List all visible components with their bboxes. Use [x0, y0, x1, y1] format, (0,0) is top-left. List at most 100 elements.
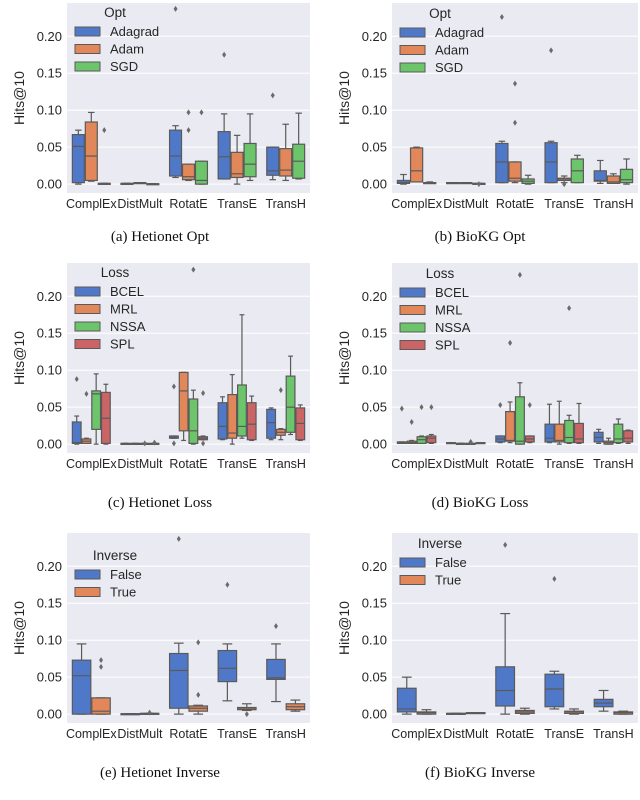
- box-sgd-distmult: [146, 183, 160, 186]
- box-bcel-transh: [593, 428, 604, 444]
- legend-title: Inverse: [418, 536, 462, 551]
- y-tick-label: 0.00: [37, 437, 62, 452]
- box: [194, 160, 209, 185]
- outlier-point: [527, 401, 532, 408]
- legend-swatch: [399, 557, 426, 568]
- outlier-point: [201, 440, 206, 447]
- box-sgd-transe: [570, 154, 584, 184]
- box: [227, 393, 238, 439]
- y-tick-label: 0.20: [362, 559, 387, 574]
- x-tick-label: RotatE: [496, 197, 534, 211]
- y-tick-label: 0.10: [362, 103, 387, 118]
- box: [266, 408, 277, 439]
- box-adagrad-complex: [71, 129, 85, 185]
- outlier-point: [498, 401, 503, 408]
- legend-label: Adagrad: [110, 24, 159, 39]
- box-spl-transh: [623, 429, 634, 444]
- outlier-point: [552, 575, 557, 582]
- box: [495, 142, 509, 184]
- box: [396, 179, 411, 184]
- box-adam-transh: [606, 173, 621, 184]
- box-bcel-transh: [266, 407, 277, 441]
- legend-swatch: [74, 321, 101, 332]
- outlier-point: [222, 51, 227, 58]
- box-false-complex: [396, 676, 417, 715]
- box: [91, 390, 102, 430]
- y-tick-label: 0.10: [37, 633, 62, 648]
- box: [508, 161, 522, 182]
- outlier-point: [399, 405, 404, 412]
- box: [71, 659, 92, 715]
- x-tick-label: ComplEx: [66, 727, 117, 741]
- outlier-point: [409, 418, 414, 425]
- box: [168, 652, 189, 709]
- box-true-distmult: [465, 712, 486, 715]
- outlier-point: [102, 127, 107, 134]
- box: [188, 398, 199, 444]
- box: [91, 697, 111, 715]
- outlier-point: [419, 404, 424, 411]
- panel-hetionet-inverse: 0.00 0.05 0.10 0.15 0.20 Hits@10 ComplEx DistMu…: [0, 530, 320, 762]
- box-bcel-distmult: [446, 442, 457, 445]
- legend-label: NSSA: [435, 320, 471, 335]
- box-mrl-transe: [227, 374, 238, 445]
- y-tick-label: 0.10: [362, 363, 387, 378]
- box-adagrad-transe: [544, 47, 558, 184]
- boxplot-chart: 0.00 0.05 0.10 0.15 0.20 Hits@10 ComplEx DistMu…: [336, 533, 638, 741]
- box-adagrad-distmult: [120, 182, 134, 185]
- box-sgd-complex: [423, 181, 437, 185]
- box-sgd-distmult: [472, 181, 486, 188]
- box-bcel-distmult: [120, 442, 131, 445]
- x-tick-label: ComplEx: [391, 727, 442, 741]
- outlier-point: [270, 92, 275, 99]
- box: [554, 423, 565, 443]
- x-tick-label: TransE: [544, 197, 584, 211]
- box-adagrad-rotate: [495, 14, 509, 184]
- box-false-transh: [266, 623, 286, 703]
- box-mrl-complex: [406, 418, 417, 444]
- box-false-complex: [71, 643, 92, 715]
- legend-label: BCEL: [110, 284, 144, 299]
- legend-swatch: [74, 304, 101, 314]
- box-adam-transh: [279, 123, 293, 182]
- box: [266, 658, 286, 680]
- x-tick-label: TransH: [265, 727, 306, 741]
- legend-label: MRL: [435, 303, 462, 318]
- legend-swatch: [74, 61, 101, 72]
- box: [544, 673, 565, 708]
- box-spl-transe: [246, 395, 257, 442]
- y-tick-label: 0.20: [362, 29, 387, 44]
- box-adagrad-complex: [396, 173, 411, 185]
- box: [505, 410, 516, 442]
- box: [396, 687, 417, 713]
- outlier-point: [196, 639, 201, 646]
- legend-label: MRL: [110, 302, 137, 317]
- y-tick-label: 0.15: [362, 326, 387, 341]
- y-tick-label: 0.15: [37, 596, 62, 611]
- outlier-point: [201, 390, 206, 397]
- box-nssa-rotate: [188, 266, 199, 445]
- outlier-point: [503, 541, 508, 548]
- box-bcel-rotate: [168, 383, 179, 447]
- box: [71, 133, 85, 184]
- box: [84, 121, 98, 182]
- x-tick-label: DistMult: [443, 727, 489, 741]
- box-sgd-transh: [292, 112, 306, 180]
- legend-swatch: [399, 45, 426, 55]
- y-tick-label: 0.05: [37, 400, 62, 415]
- box: [217, 131, 231, 180]
- outlier-point: [173, 5, 178, 12]
- x-tick-label: TransH: [593, 457, 634, 471]
- outlier-point: [567, 305, 572, 312]
- x-tick-label: RotatE: [496, 727, 534, 741]
- legend-swatch: [74, 286, 101, 297]
- box-bcel-complex: [396, 405, 407, 444]
- outlier-point: [142, 440, 147, 447]
- x-tick-label: TransE: [544, 457, 584, 471]
- box-sgd-transh: [619, 158, 634, 185]
- boxplot-chart: 0.00 0.05 0.10 0.15 0.20 Hits@10 ComplEx DistMu…: [336, 3, 638, 211]
- legend-label: SGD: [110, 59, 138, 74]
- outlier-point: [508, 339, 513, 346]
- outlier-point: [244, 711, 249, 718]
- outlier-point: [99, 663, 104, 670]
